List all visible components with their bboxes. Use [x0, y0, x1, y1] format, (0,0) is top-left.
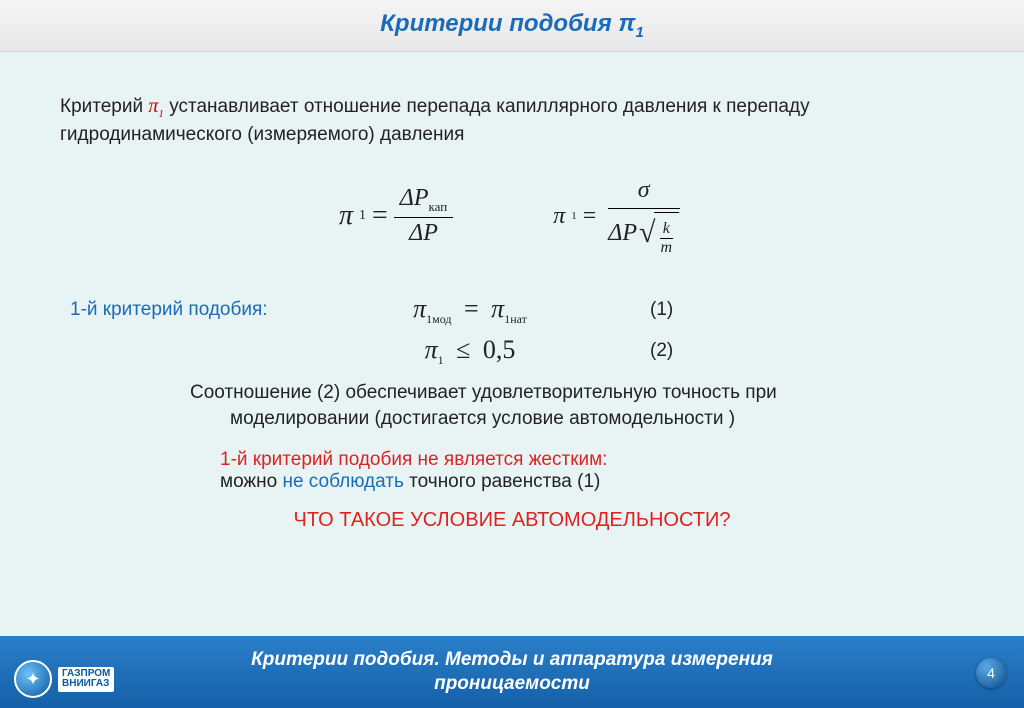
f2-sqrt-body: k m	[654, 212, 680, 256]
f2-pi: π	[553, 203, 565, 230]
logo-icon: ✦	[14, 660, 52, 698]
criterion-row-1: 1-й критерий подобия: π1мод = π1нат (1)	[60, 294, 964, 327]
title-text: Критерии подобия	[380, 10, 618, 37]
question-text: ЧТО ТАКОЕ УСЛОВИЕ АВТОМОДЕЛЬНОСТИ?	[60, 509, 964, 532]
explanation: Соотношение (2) обеспечивает удовлетвори…	[60, 380, 964, 431]
formula-2: π1 = σ ΔP √ k m	[553, 177, 685, 256]
equation-2: π1 ≤ 0,5	[330, 335, 610, 368]
criterion-row-2: π1 ≤ 0,5 (2)	[60, 335, 964, 368]
slide-title: Критерии подобия π1	[380, 10, 644, 41]
note-blue: не соблюдать	[282, 471, 403, 492]
intro-text: Критерий π1 устанавливает отношение пере…	[60, 92, 964, 149]
logo: ✦ ГАЗПРОМ ВНИИГАЗ	[14, 660, 114, 698]
intro-pre: Критерий	[60, 96, 148, 117]
f2-sqrt: √ k m	[639, 212, 679, 256]
note-red: 1-й критерий подобия не является жестким…	[220, 449, 964, 471]
title-pi: π	[618, 10, 635, 37]
f1-fraction: ΔPкап ΔP	[394, 185, 453, 247]
header: Критерии подобия π1	[0, 0, 1024, 52]
explain-line2: моделировании (достигается условие автом…	[190, 406, 964, 432]
footer-line2: проницаемости	[434, 673, 590, 694]
explain-line1: Соотношение (2) обеспечивает удовлетвори…	[190, 382, 777, 403]
page-number: 4	[976, 658, 1006, 688]
f1-numerator: ΔPкап	[394, 185, 453, 218]
f2-numerator: σ	[608, 177, 680, 209]
footer-line1: Критерии подобия. Методы и аппаратура из…	[251, 649, 773, 670]
footer: ✦ ГАЗПРОМ ВНИИГАЗ Критерии подобия. Мето…	[0, 636, 1024, 708]
title-pi-sub: 1	[635, 24, 643, 41]
note-post: точного равенства (1)	[404, 471, 600, 492]
footer-title: Критерии подобия. Методы и аппаратура из…	[251, 648, 773, 696]
formula-row: π1 = ΔPкап ΔP π1 = σ ΔP √	[60, 177, 964, 256]
equation-1: π1мод = π1нат	[330, 294, 610, 327]
criterion-label: 1-й критерий подобия:	[70, 299, 290, 321]
f1-pi-sub: 1	[359, 208, 366, 224]
f1-pi: π	[339, 200, 353, 232]
logo-text: ГАЗПРОМ ВНИИГАЗ	[58, 667, 114, 692]
f2-pi-sub: 1	[571, 210, 577, 222]
f1-eq: =	[372, 200, 388, 232]
note-block: 1-й критерий подобия не является жестким…	[60, 449, 964, 493]
note-line2: можно не соблюдать точного равенства (1)	[220, 471, 964, 493]
equation-number-1: (1)	[650, 299, 710, 321]
f2-denominator: ΔP √ k m	[602, 209, 685, 256]
intro-post: устанавливает отношение перепада капилля…	[60, 96, 810, 145]
f2-fraction: σ ΔP √ k m	[602, 177, 685, 256]
f2-km-fraction: k m	[658, 221, 676, 256]
intro-pi: π1	[148, 95, 164, 117]
content-area: Критерий π1 устанавливает отношение пере…	[0, 52, 1024, 552]
f2-eq: =	[583, 203, 597, 230]
f1-denominator: ΔP	[403, 218, 444, 248]
equation-number-2: (2)	[650, 340, 710, 362]
formula-1: π1 = ΔPкап ΔP	[339, 185, 453, 247]
note-pre: можно	[220, 471, 282, 492]
